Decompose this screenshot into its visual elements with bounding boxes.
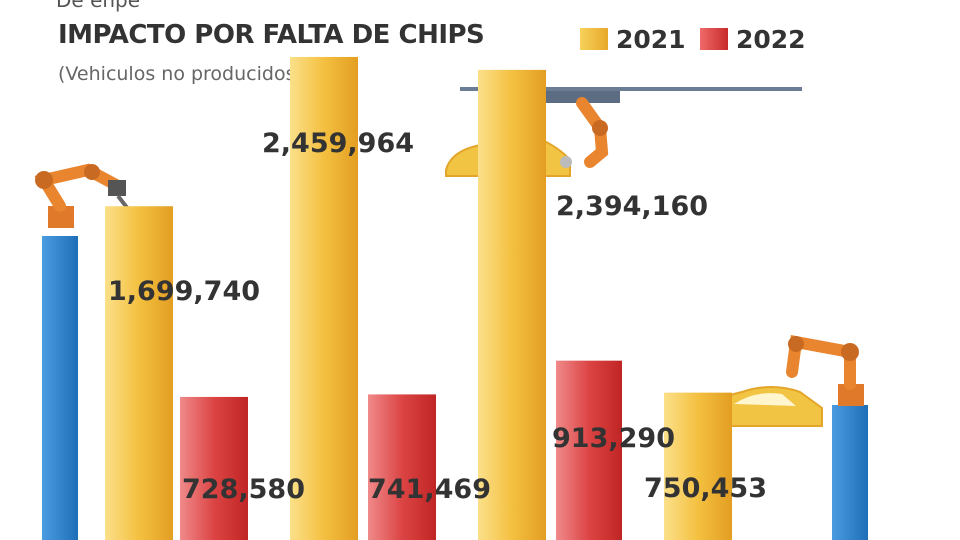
legend-item-2022: 2022 [700, 24, 806, 54]
bars-layer [105, 56, 732, 540]
value-label-2021-3: 2,394,160 [556, 191, 708, 222]
legend-swatch-2022 [700, 28, 728, 50]
cut-off-header-text: De enpe [56, 0, 141, 12]
bar-2021-2 [290, 56, 358, 540]
legend-label-2021: 2021 [616, 24, 686, 54]
legend-label-2022: 2022 [736, 24, 806, 54]
bar-2022-3 [556, 360, 622, 540]
value-label-2021-4: 750,453 [644, 473, 767, 504]
bar-2021-4 [664, 392, 732, 540]
chart-title: IMPACTO POR FALTA DE CHIPS [58, 20, 485, 50]
value-label-2021-1: 1,699,740 [108, 276, 260, 307]
left-pillar-decoration [42, 236, 78, 540]
legend-item-2021: 2021 [580, 24, 686, 54]
right-pillar-decoration [832, 405, 868, 540]
value-label-2021-2: 2,459,964 [262, 128, 414, 159]
value-label-2022-1: 728,580 [182, 474, 305, 505]
bar-2022-1 [180, 396, 248, 540]
value-label-2022-3: 913,290 [552, 423, 675, 454]
chart-subtitle: (Vehiculos no producidos) [58, 63, 303, 85]
value-labels-layer: 1,699,740 728,580 2,459,964 741,469 2,394,16… [108, 128, 767, 505]
value-label-2022-2: 741,469 [368, 474, 491, 505]
bar-2022-2 [368, 394, 436, 540]
bar-2021-1 [105, 206, 173, 540]
bar-2021-3 [478, 69, 546, 540]
legend-swatch-2021 [580, 28, 608, 50]
robot-arm-hanging-icon [544, 91, 620, 168]
